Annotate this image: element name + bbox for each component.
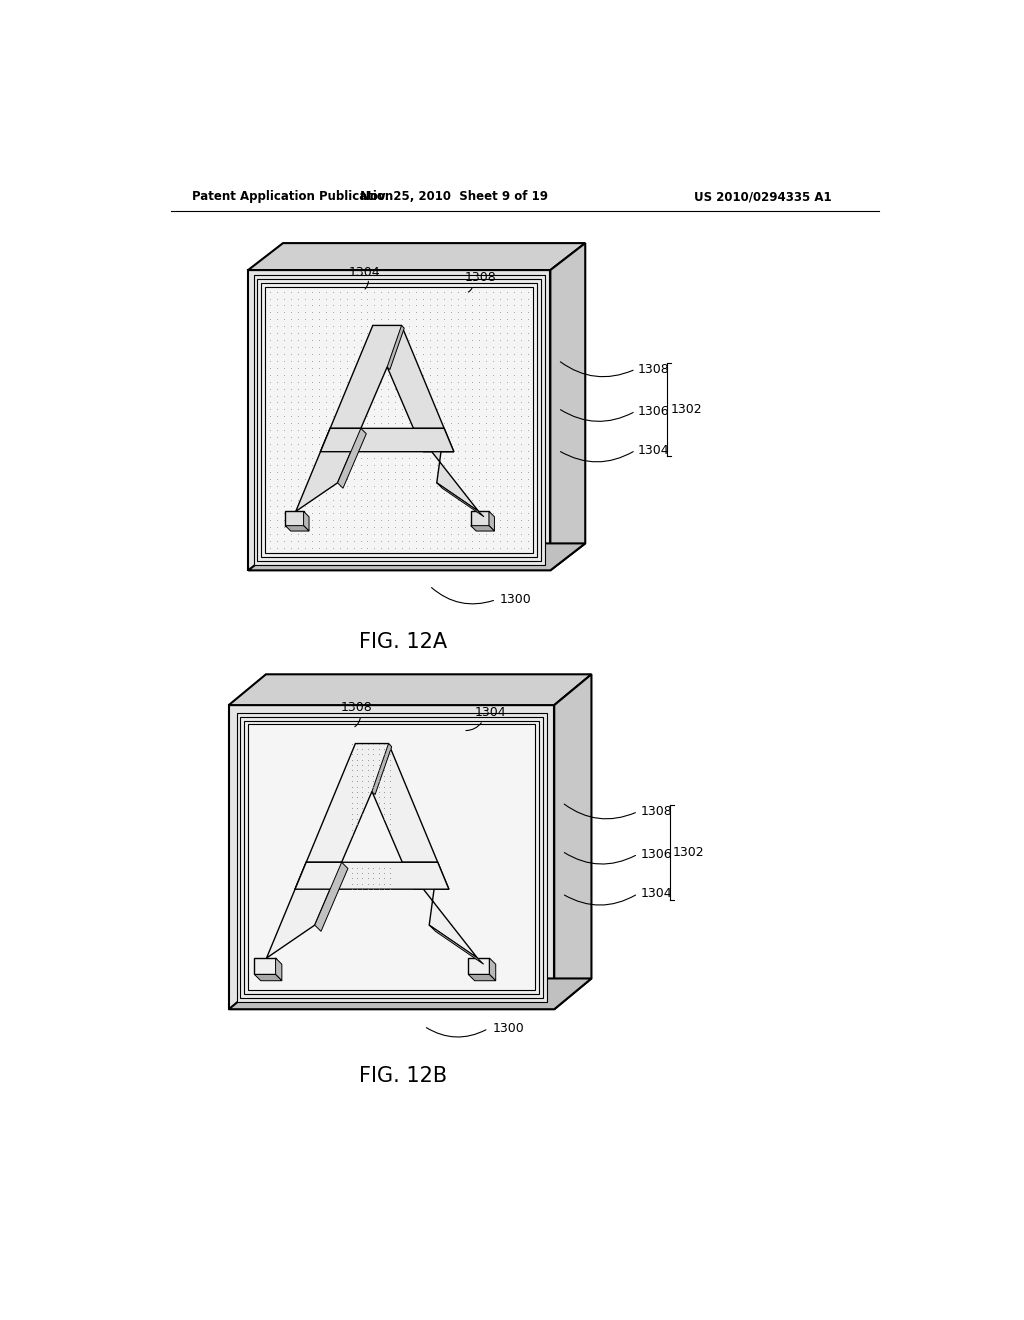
Polygon shape [489, 511, 495, 531]
Polygon shape [248, 243, 586, 271]
Text: 1302: 1302 [673, 846, 705, 859]
Polygon shape [261, 284, 538, 557]
Polygon shape [303, 511, 309, 531]
Text: FIG. 12B: FIG. 12B [359, 1067, 447, 1086]
Text: 1308: 1308 [638, 363, 670, 376]
Text: 1308: 1308 [465, 271, 497, 284]
Text: 1306: 1306 [638, 405, 670, 417]
Polygon shape [248, 544, 586, 570]
Polygon shape [468, 974, 496, 981]
Polygon shape [489, 958, 496, 981]
Text: Patent Application Publication: Patent Application Publication [191, 190, 393, 203]
Text: 1304: 1304 [475, 706, 507, 719]
Polygon shape [372, 743, 391, 795]
Polygon shape [266, 862, 342, 958]
Text: 1308: 1308 [341, 701, 373, 714]
Polygon shape [228, 675, 592, 705]
Polygon shape [295, 743, 449, 890]
Polygon shape [275, 958, 282, 981]
Polygon shape [248, 725, 535, 990]
Polygon shape [314, 862, 348, 932]
Text: US 2010/0294335 A1: US 2010/0294335 A1 [693, 190, 831, 203]
Polygon shape [255, 958, 275, 974]
Polygon shape [321, 429, 454, 451]
Polygon shape [265, 286, 534, 553]
Polygon shape [248, 271, 550, 570]
Polygon shape [254, 276, 545, 565]
Polygon shape [228, 705, 554, 1010]
Polygon shape [245, 721, 539, 994]
Polygon shape [257, 280, 541, 561]
Text: 1300: 1300 [500, 593, 531, 606]
Polygon shape [237, 713, 547, 1002]
Polygon shape [228, 978, 592, 1010]
Text: 1304: 1304 [640, 887, 672, 900]
Polygon shape [255, 974, 282, 981]
Polygon shape [429, 925, 483, 965]
Polygon shape [286, 511, 303, 525]
Polygon shape [402, 862, 477, 958]
Polygon shape [414, 429, 478, 511]
Text: Nov. 25, 2010  Sheet 9 of 19: Nov. 25, 2010 Sheet 9 of 19 [359, 190, 548, 203]
Text: 1302: 1302 [671, 403, 702, 416]
Text: 1306: 1306 [640, 847, 672, 861]
Polygon shape [338, 429, 367, 488]
Polygon shape [286, 525, 309, 531]
Polygon shape [471, 511, 489, 525]
Polygon shape [550, 243, 586, 570]
Text: 1304: 1304 [348, 265, 380, 279]
Polygon shape [296, 429, 360, 511]
Text: 1304: 1304 [638, 444, 670, 457]
Text: 1308: 1308 [640, 805, 672, 818]
Polygon shape [241, 717, 543, 998]
Text: FIG. 12A: FIG. 12A [359, 632, 447, 652]
Polygon shape [471, 525, 495, 531]
Polygon shape [468, 958, 489, 974]
Polygon shape [554, 675, 592, 1010]
Polygon shape [387, 326, 404, 370]
Polygon shape [321, 326, 454, 451]
Polygon shape [295, 862, 449, 890]
Polygon shape [437, 483, 484, 516]
Text: 1300: 1300 [493, 1022, 524, 1035]
